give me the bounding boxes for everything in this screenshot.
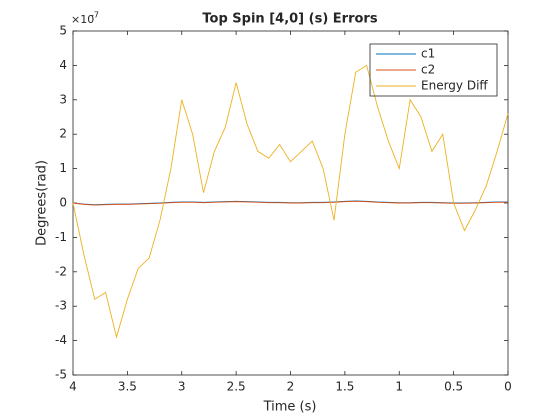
y-tick-label: 5	[59, 24, 67, 38]
legend-box	[369, 43, 498, 97]
y-tick-label: -3	[55, 299, 67, 313]
legend-label: c1	[421, 47, 435, 61]
y-tick-label: -2	[55, 264, 67, 278]
y-tick-label: -5	[55, 368, 67, 382]
y-tick-label: 3	[59, 92, 67, 106]
x-tick-label: 0.5	[444, 380, 463, 394]
series-line	[72, 64, 509, 339]
y-axis-label: Degrees(rad)	[35, 160, 50, 246]
x-tick-label: 3.5	[118, 380, 137, 394]
y-tick-label: 1	[59, 161, 67, 175]
x-axis-label: Time (s)	[263, 400, 317, 415]
y-tick-label: -1	[55, 230, 67, 244]
chart-title: Top Spin [4,0] (s) Errors	[202, 12, 377, 27]
x-tick-label: 1	[395, 380, 403, 394]
x-tick-label: 3	[178, 380, 186, 394]
legend-label: Energy Diff	[421, 79, 488, 93]
legend-label: c2	[421, 63, 435, 77]
exponent: -7	[91, 11, 99, 20]
series-line	[72, 200, 508, 206]
exponent-base: ×10	[71, 13, 94, 26]
x-tick-label: 4	[69, 380, 77, 394]
y-tick-label: -4	[55, 333, 67, 347]
y-tick-label: 0	[59, 196, 67, 210]
y-tick-label: 4	[59, 58, 67, 72]
x-tick-label: 2.5	[227, 380, 246, 394]
x-tick-label: 2	[287, 380, 295, 394]
x-tick-label: 0	[504, 380, 512, 394]
x-tick-label: 1.5	[335, 380, 354, 394]
y-tick-label: 2	[59, 127, 67, 141]
